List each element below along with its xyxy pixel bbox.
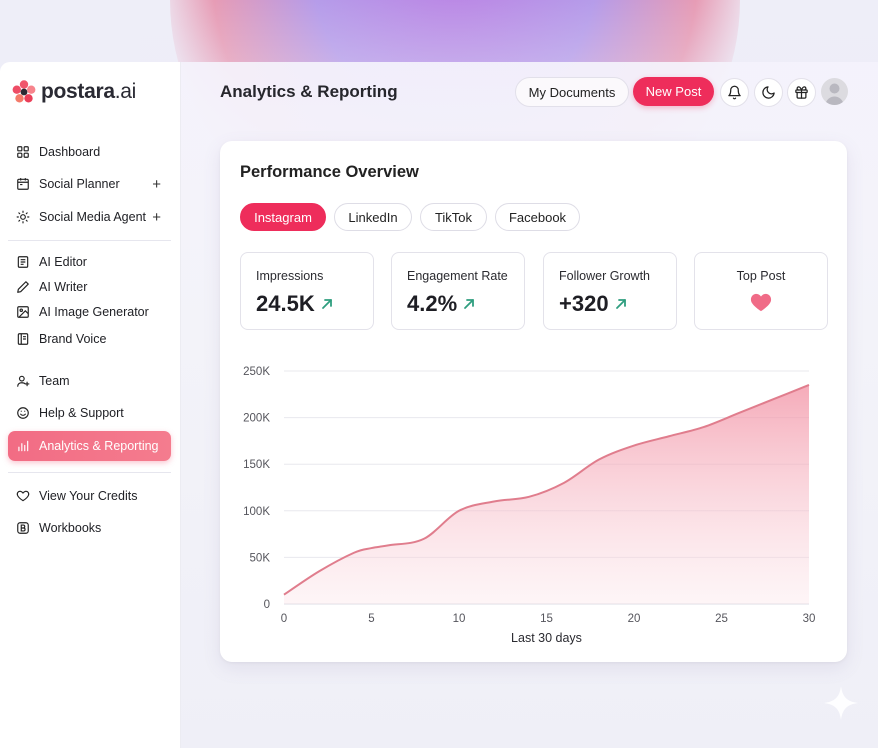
gift-icon <box>795 86 808 99</box>
sidebar-divider <box>8 472 171 473</box>
x-tick-label: 15 <box>540 613 553 625</box>
card-title: Performance Overview <box>240 163 419 181</box>
x-tick-label: 10 <box>453 613 466 625</box>
series-line <box>283 384 810 596</box>
x-tick-label: 25 <box>715 613 728 625</box>
sidebar-item-help-support[interactable]: Help & Support <box>8 398 171 428</box>
trend-up-icon <box>321 299 332 309</box>
user-avatar[interactable] <box>821 78 848 105</box>
tab-facebook[interactable]: Facebook <box>495 203 580 231</box>
sidebar-item-label: AI Editor <box>39 255 87 269</box>
metric-value: 24.5K <box>256 291 334 317</box>
y-tick-label: 100K <box>243 506 270 518</box>
sidebar-item-label: View Your Credits <box>39 489 138 503</box>
y-tick-label: 0 <box>264 599 270 611</box>
sidebar-item-dashboard[interactable]: Dashboard <box>8 137 171 167</box>
metric-label: Follower Growth <box>559 269 650 283</box>
metric-label: Impressions <box>256 269 324 283</box>
support-icon <box>16 406 30 420</box>
sidebar-item-view-your-credits[interactable]: View Your Credits <box>8 481 171 511</box>
sparkle-icon <box>824 686 858 720</box>
metric-follower-growth: Follower Growth +320 <box>543 252 677 330</box>
bell-icon <box>728 85 741 100</box>
my-documents-button[interactable]: My Documents <box>515 77 629 107</box>
x-axis-title: Last 30 days <box>511 631 582 645</box>
sidebar-item-analytics-reporting[interactable]: Analytics & Reporting <box>8 431 171 461</box>
trend-up-icon <box>464 299 475 309</box>
sidebar-item-label: Workbooks <box>39 521 102 535</box>
tab-instagram[interactable]: Instagram <box>240 203 326 231</box>
sidebar-item-ai-image-generator[interactable]: AI Image Generator <box>8 297 171 327</box>
heart-icon <box>750 293 772 312</box>
sidebar-item-label: AI Image Generator <box>39 305 149 319</box>
area-fill <box>284 384 809 604</box>
sidebar-item-brand-voice[interactable]: Brand Voice <box>8 324 171 354</box>
gift-button[interactable] <box>787 78 816 107</box>
book-icon <box>16 332 30 346</box>
notifications-button[interactable] <box>720 78 749 107</box>
sidebar-item-label: AI Writer <box>39 280 88 294</box>
avatar-icon <box>825 83 844 105</box>
sidebar-item-label: Analytics & Reporting <box>39 439 159 453</box>
document-icon <box>16 255 30 269</box>
theme-toggle-button[interactable] <box>754 78 783 107</box>
sidebar-item-label: Help & Support <box>39 406 124 420</box>
sidebar-item-label: Dashboard <box>39 145 101 159</box>
metric-label: Top Post <box>736 269 786 283</box>
trend-up-icon <box>615 299 626 309</box>
y-tick-label: 150K <box>243 459 270 471</box>
add-icon[interactable]: + <box>152 175 161 193</box>
sidebar-item-team[interactable]: Team <box>8 366 171 396</box>
bar-chart-icon <box>16 439 30 453</box>
sidebar-divider <box>8 240 171 241</box>
metric-top-post[interactable]: Top Post <box>694 252 828 330</box>
sidebar: postara.ai Dashboard Social Planner + Socia… <box>0 62 181 748</box>
x-tick-label: 20 <box>628 613 641 625</box>
sidebar-item-label: Team <box>39 374 70 388</box>
logo[interactable]: postara.ai <box>10 78 136 106</box>
metric-label: Engagement Rate <box>407 269 508 283</box>
tab-tiktok[interactable]: TikTok <box>420 203 487 231</box>
moon-icon <box>762 86 775 99</box>
sidebar-item-social-planner[interactable]: Social Planner + <box>8 169 171 199</box>
impressions-chart: 0 50K 100K 150K 200K 250K 0 5 10 15 20 25 30 Last 30… <box>243 366 816 645</box>
heart-icon <box>16 489 30 503</box>
page-title: Analytics & Reporting <box>220 82 398 101</box>
metric-value: +320 <box>559 291 628 317</box>
tab-linkedin[interactable]: LinkedIn <box>334 203 412 231</box>
x-tick-label: 5 <box>368 613 374 625</box>
user-plus-icon <box>16 374 30 388</box>
workbook-icon <box>16 521 30 535</box>
sidebar-item-social-media-agent[interactable]: Social Media Agent + <box>8 202 171 232</box>
sidebar-item-ai-writer[interactable]: AI Writer <box>8 272 171 302</box>
calendar-icon <box>16 177 30 191</box>
new-post-button[interactable]: New Post <box>633 77 714 106</box>
sidebar-item-label: Social Planner <box>39 177 120 191</box>
metric-value: 4.2% <box>407 291 476 317</box>
y-tick-label: 50K <box>250 552 271 564</box>
sidebar-item-label: Brand Voice <box>39 332 107 346</box>
metric-engagement-rate: Engagement Rate 4.2% <box>391 252 525 330</box>
pen-icon <box>16 280 30 294</box>
sidebar-item-workbooks[interactable]: Workbooks <box>8 513 171 543</box>
image-icon <box>16 305 30 319</box>
x-tick-label: 30 <box>803 613 816 625</box>
x-tick-label: 0 <box>281 613 287 625</box>
grid-icon <box>16 145 30 159</box>
sidebar-item-ai-editor[interactable]: AI Editor <box>8 247 171 277</box>
add-icon[interactable]: + <box>152 208 161 226</box>
brand-name: postara.ai <box>41 80 137 103</box>
y-tick-label: 200K <box>243 413 270 425</box>
performance-overview-card: Performance Overview Instagram LinkedIn … <box>220 141 847 662</box>
sidebar-item-label: Social Media Agent <box>39 210 147 224</box>
metric-impressions: Impressions 24.5K <box>240 252 374 330</box>
y-tick-label: 250K <box>243 366 270 378</box>
sun-icon <box>16 210 30 224</box>
logo-flower-icon <box>12 80 36 103</box>
